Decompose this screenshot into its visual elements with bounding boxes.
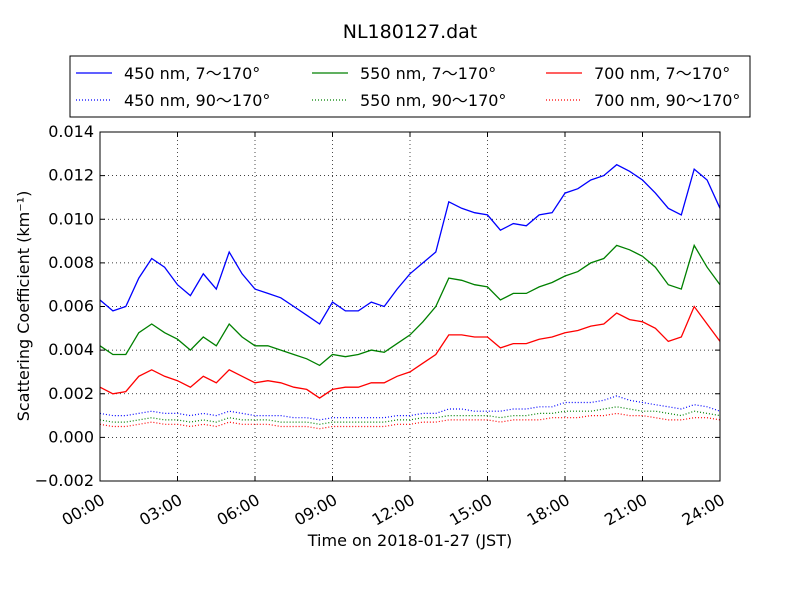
legend-box [69,55,751,118]
series-line-0000ff-solid [99,163,721,325]
y-tick-label: 0.014 [48,122,94,141]
series-line-008000-solid [99,243,721,367]
x-tick-label: 12:00 [369,490,418,530]
series-line-008000-dotted [99,406,721,425]
x-tick-label: 00:00 [59,490,108,530]
y-tick-label: 0.012 [48,166,94,185]
y-tick-label: 0.010 [48,209,94,228]
y-tick-label: 0.000 [48,427,94,446]
legend-label: 550 nm, 7～170° [360,64,496,83]
legend: 450 nm, 7～170° 450 nm, 90～170° 550 nm, 7～1… [69,55,751,118]
y-tick-label: −0.002 [35,471,94,490]
series-line-ff0000-dotted [99,412,721,430]
grid [99,131,721,482]
series-line-0000ff-dotted [99,395,721,421]
x-tick-label: 18:00 [524,490,573,530]
chart-title: NL180127.dat [343,21,478,43]
y-tick-label: 0.008 [48,253,94,272]
legend-label: 450 nm, 90～170° [124,91,270,110]
y-tick-label: 0.006 [48,297,94,316]
series-layer [99,163,721,430]
x-tick-label: 03:00 [136,490,185,530]
legend-label: 700 nm, 90～170° [594,91,740,110]
legend-label: 450 nm, 7～170° [124,64,260,83]
y-axis-label: Scattering Coefficient (km⁻¹) [14,191,33,422]
x-tick-label: 06:00 [214,490,263,530]
legend-label: 550 nm, 90～170° [360,91,506,110]
ticks: 00:00 03:00 06:00 09:00 12:00 15:00 18:00 21:00… [35,122,728,530]
x-tick-label: 21:00 [601,490,650,530]
x-axis-label: Time on 2018-01-27 (JST) [307,531,512,550]
x-tick-label: 24:00 [679,490,728,530]
legend-label: 700 nm, 7～170° [594,64,730,83]
x-tick-label: 15:00 [446,490,495,530]
y-tick-label: 0.004 [48,340,94,359]
series-line-ff0000-solid [99,305,721,399]
x-tick-label: 09:00 [291,490,340,530]
y-tick-label: 0.002 [48,384,94,403]
